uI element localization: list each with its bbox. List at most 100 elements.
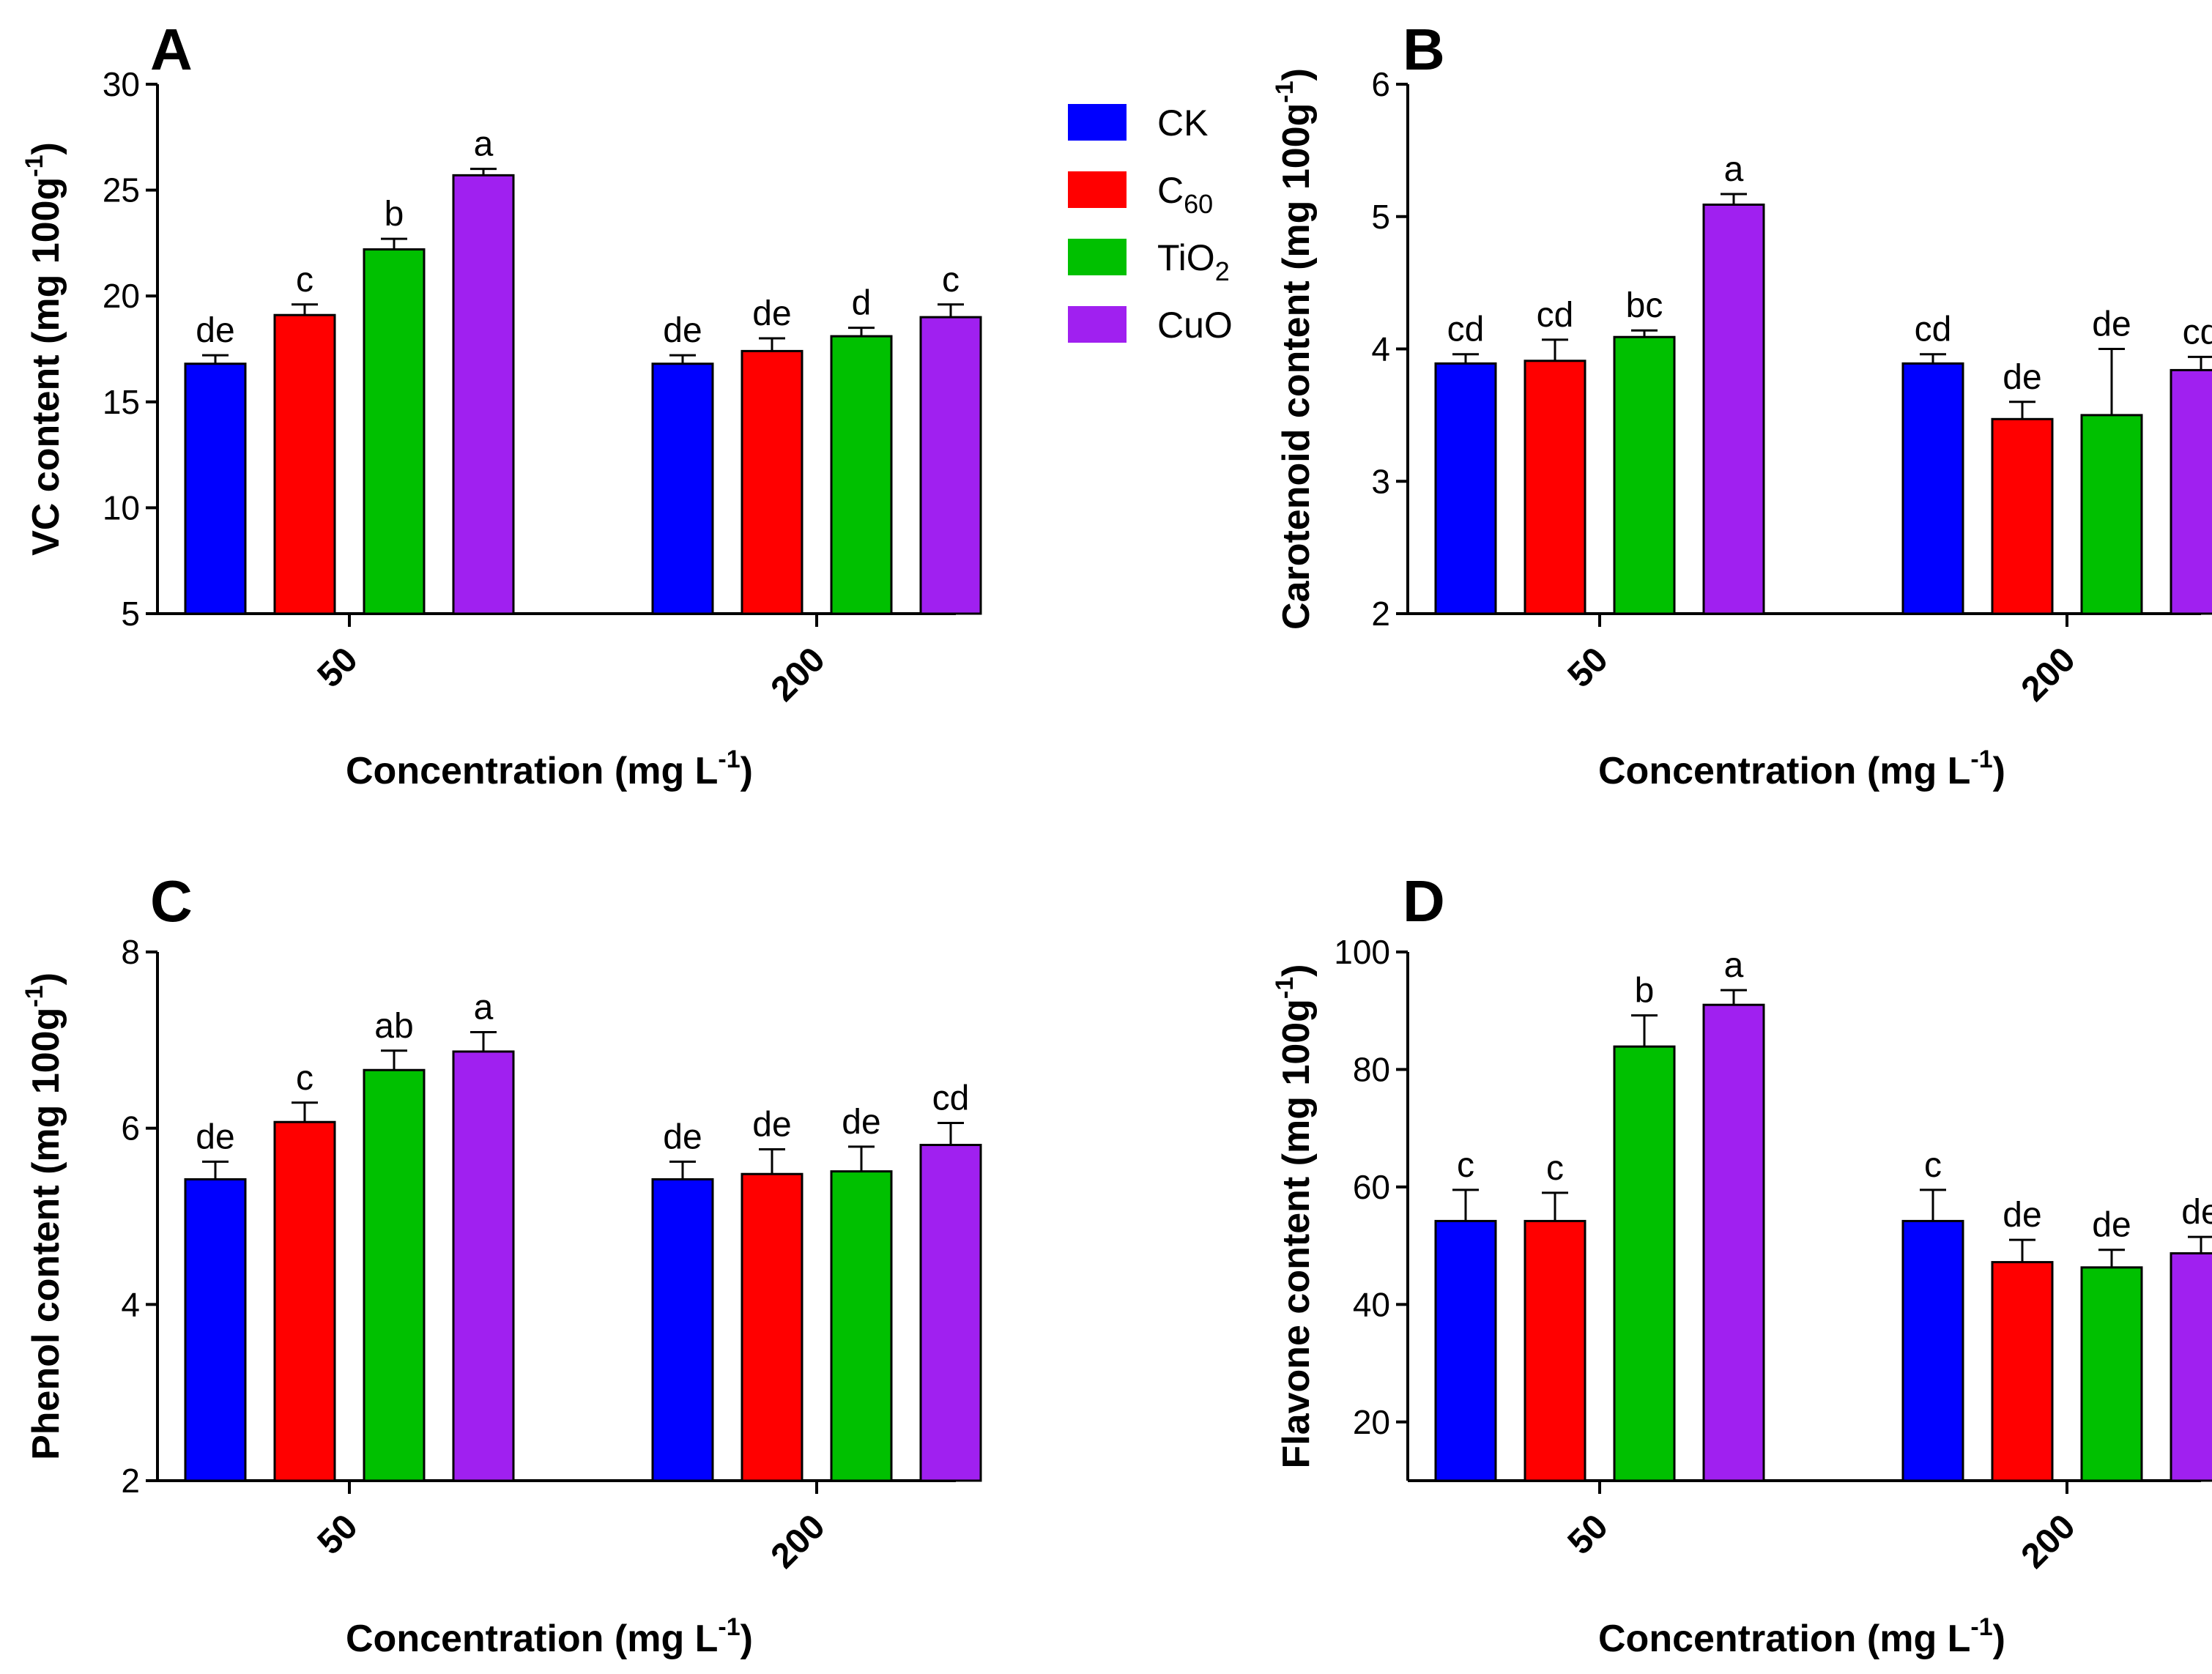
significance-letter: c (296, 261, 313, 300)
x-tick-label: 200 (2014, 640, 2083, 709)
x-tick-label: 50 (1561, 640, 1616, 695)
bar-TiO2-200 (2080, 414, 2143, 615)
legend-label-sub: 60 (1184, 189, 1213, 219)
significance-letter: de (196, 311, 234, 350)
x-axis-title-main: Concentration (mg L (346, 750, 718, 792)
bar-TiO2-50 (363, 1068, 426, 1482)
significance-letter: de (663, 1117, 702, 1156)
y-tick-label: 25 (103, 171, 140, 209)
bar-CuO-50 (1702, 1003, 1765, 1482)
significance-letter: de (842, 1103, 880, 1142)
x-tick-label: 50 (1561, 1507, 1616, 1562)
x-tick-label: 200 (764, 1507, 833, 1576)
legend-swatch-CK (1068, 104, 1127, 141)
bar-CuO-50 (452, 1050, 515, 1482)
x-axis-title-sup: -1 (718, 745, 740, 773)
y-axis-title: Carotenoid content (mg 100g-1) (1271, 68, 1318, 630)
legend-label-main: TiO (1157, 237, 1215, 278)
significance-letter: cd (932, 1079, 970, 1117)
legend-swatch-C60 (1068, 171, 1127, 208)
legend-label-C60: C60 (1157, 170, 1213, 219)
significance-letter: c (942, 261, 960, 300)
bar-TiO2-200 (830, 1170, 893, 1482)
x-axis-title: Concentration (mg L-1) (346, 745, 753, 792)
y-tick-label: 2 (1371, 595, 1390, 633)
significance-letter: d (852, 284, 872, 323)
y-axis-title-main: VC content (mg 100g (25, 177, 67, 556)
bar-C60-50 (273, 313, 336, 615)
x-axis-title-sup: -1 (1970, 1613, 1992, 1641)
significance-letter: b (385, 195, 404, 234)
bar-C60-200 (1991, 1261, 2054, 1482)
y-tick-label: 4 (121, 1285, 140, 1323)
y-axis-title-sup: -1 (21, 155, 48, 176)
bar-C60-200 (741, 349, 803, 615)
significance-letter: a (474, 125, 494, 164)
y-axis-title-sup: -1 (1271, 81, 1299, 103)
significance-letter: de (2092, 1206, 2131, 1245)
significance-letter: cd (1915, 310, 1952, 349)
significance-letter: de (752, 1106, 791, 1145)
y-tick-label: 30 (103, 65, 140, 103)
y-tick-label: 100 (1334, 933, 1390, 971)
y-axis-title: VC content (mg 100g-1) (21, 142, 67, 556)
x-axis-title-main: Concentration (mg L (346, 1618, 718, 1660)
legend-label-sub: 2 (1215, 256, 1230, 286)
bar-CuO-200 (919, 316, 982, 615)
legend-label-main: CK (1157, 103, 1208, 144)
panel-letter: A (150, 17, 193, 82)
x-axis-title: Concentration (mg L-1) (1598, 745, 2005, 792)
y-axis-title-end: ) (1275, 964, 1318, 976)
bar-CuO-50 (452, 174, 515, 615)
y-tick-label: 6 (121, 1109, 140, 1147)
bar-C60-50 (1523, 360, 1586, 615)
x-axis-title: Concentration (mg L-1) (1598, 1613, 2005, 1660)
significance-letter: de (752, 294, 791, 333)
significance-letter: cd (1537, 296, 1574, 335)
significance-letter: c (296, 1059, 313, 1098)
y-axis-title-main: Flavone content (mg 100g (1275, 999, 1318, 1468)
legend-label-CuO: CuO (1157, 305, 1233, 346)
bar-CK-50 (1434, 1219, 1497, 1482)
legend-label-main: C (1157, 170, 1184, 211)
legend-label-CK: CK (1157, 103, 1208, 144)
y-axis-title-main: Phenol content (mg 100g (25, 1008, 67, 1460)
y-axis-title-end: ) (25, 972, 67, 985)
y-axis-title-sup: -1 (21, 985, 48, 1007)
significance-letter: de (2092, 305, 2131, 344)
significance-letter: cd (1447, 310, 1485, 349)
significance-letter: a (474, 989, 494, 1027)
x-axis-title-sup: -1 (718, 1613, 740, 1641)
x-axis-title: Concentration (mg L-1) (346, 1613, 753, 1660)
x-axis-title-end: ) (1993, 1618, 2005, 1660)
x-axis-title-main: Concentration (mg L (1598, 750, 1970, 792)
bar-TiO2-50 (1613, 1045, 1676, 1482)
bar-CuO-200 (919, 1144, 982, 1482)
bar-CK-200 (651, 1178, 714, 1482)
y-tick-label: 4 (1371, 330, 1390, 368)
panel-letter: D (1403, 868, 1445, 934)
y-tick-label: 8 (121, 933, 140, 971)
legend-swatch-TiO2 (1068, 239, 1127, 275)
significance-letter: ab (374, 1007, 413, 1046)
significance-letter: b (1635, 972, 1655, 1011)
bar-CK-50 (184, 1178, 247, 1482)
panel-letter: C (150, 868, 193, 934)
bar-CuO-50 (1702, 203, 1765, 615)
y-tick-label: 15 (103, 383, 140, 421)
significance-letter: a (1724, 946, 1744, 985)
x-axis-title-end: ) (1993, 750, 2005, 792)
significance-letter: cd (2183, 313, 2212, 351)
legend: CK C60 TiO2 CuO (1068, 103, 1233, 346)
y-axis-title-main: Carotenoid content (mg 100g (1275, 103, 1318, 630)
bar-C60-50 (273, 1120, 336, 1482)
bar-CuO-200 (2170, 1252, 2212, 1482)
y-axis-title: Phenol content (mg 100g-1) (21, 972, 67, 1460)
bar-C60-50 (1523, 1219, 1586, 1482)
y-tick-label: 20 (1353, 1403, 1390, 1441)
x-axis-title-end: ) (741, 750, 753, 792)
significance-letter: c (1924, 1146, 1942, 1185)
